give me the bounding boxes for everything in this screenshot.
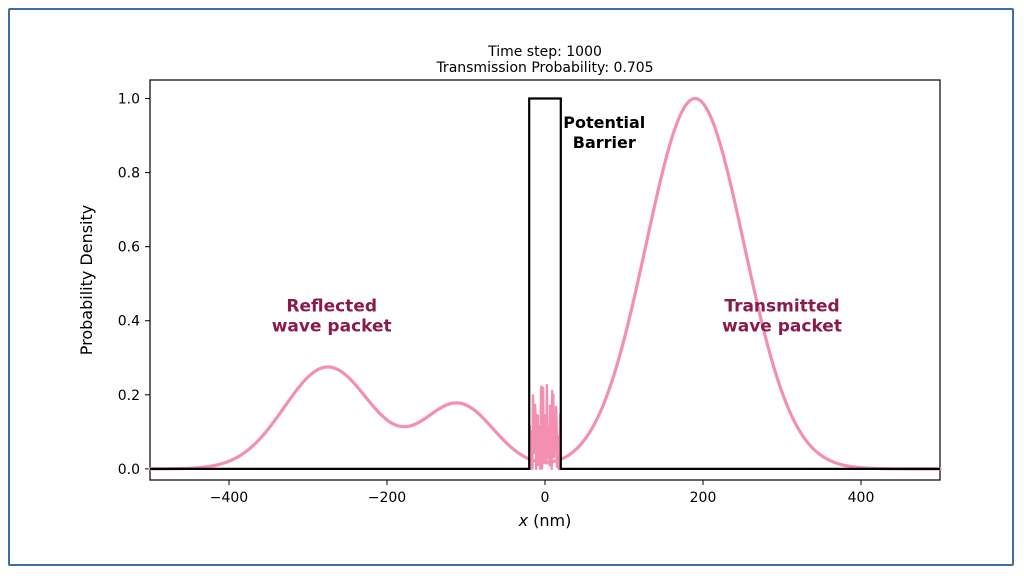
reflected-label: Reflected xyxy=(286,296,377,316)
x-tick-label: 400 xyxy=(848,490,875,506)
chart-svg: −400 −200 0 200 400 0.0 0.2 0.4 0.6 0.8 1.0 x (nm) P… xyxy=(60,34,966,544)
y-axis-label: Probability Density xyxy=(77,205,96,356)
barrier-label: Barrier xyxy=(573,133,636,152)
barrier-label: Potential xyxy=(563,113,645,132)
transmitted-label: Transmitted xyxy=(724,296,839,316)
chart: −400 −200 0 200 400 0.0 0.2 0.4 0.6 0.8 1.0 x (nm) P… xyxy=(60,34,966,544)
x-tick-label: 0 xyxy=(541,490,550,506)
x-tick-label: −400 xyxy=(210,490,248,506)
x-tick-label: 200 xyxy=(690,490,717,506)
y-tick-label: 0.4 xyxy=(118,314,140,330)
y-tick-label: 1.0 xyxy=(118,92,140,108)
chart-title-line1: Time step: 1000 xyxy=(487,44,602,60)
x-axis-label: x (nm) xyxy=(518,511,572,530)
y-tick-label: 0.0 xyxy=(118,462,140,478)
y-tick-label: 0.2 xyxy=(118,388,140,404)
chart-title-line2: Transmission Probability: 0.705 xyxy=(435,60,653,76)
frame-border: −400 −200 0 200 400 0.0 0.2 0.4 0.6 0.8 1.0 x (nm) P… xyxy=(8,8,1014,566)
y-tick-label: 0.8 xyxy=(118,166,140,182)
transmitted-label: wave packet xyxy=(722,316,842,336)
reflected-label: wave packet xyxy=(272,316,392,336)
y-tick-label: 0.6 xyxy=(118,240,140,256)
x-tick-label: −200 xyxy=(368,490,406,506)
